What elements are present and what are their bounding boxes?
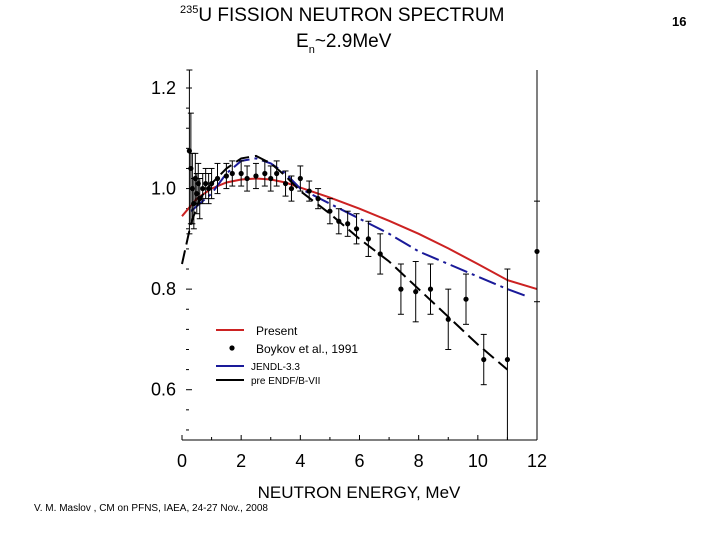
data-point [463,296,469,302]
series-present-line [181,177,538,291]
data-point [427,286,434,292]
x-tick-label: 2 [236,451,246,471]
data-points-layer [186,69,540,441]
data-point [288,185,295,192]
data-point [297,175,303,182]
data-point [398,286,404,292]
y-tick-label: 1.0 [151,179,176,199]
title-main: U FISSION NEUTRON SPECTRUM [198,5,505,26]
data-point [208,180,215,187]
legend-marker-boykov [229,345,235,351]
data-point [206,185,212,192]
data-point [445,316,451,322]
title-superscript: 235 [180,4,199,16]
subtitle-subscript: n [308,44,315,56]
data-point [244,175,250,182]
data-point [315,196,321,202]
data-point [229,170,235,177]
x-tick-label: 8 [414,451,424,471]
x-tick-label: 0 [177,451,187,471]
footer-credit: V. M. Maslov , CM on PFNS, IAEA, 24-27 N… [34,503,268,514]
x-tick-label: 10 [468,451,488,471]
data-point [268,175,274,182]
data-point [238,170,244,177]
data-point [197,196,203,202]
legend-label-boykov: Boykov et al., 1991 [256,342,358,356]
x-tick-label: 12 [527,451,547,471]
data-point [353,226,360,232]
data-point [274,170,280,177]
data-point [200,185,206,192]
page-number: 16 [672,14,687,29]
y-tick-label: 0.8 [151,279,176,299]
legend: Present Boykov et al., 1991 JENDL-3.3 pr… [216,324,358,387]
data-point [345,221,351,227]
data-point [214,175,221,182]
data-point [365,236,371,242]
x-axis-label: NEUTRON ENERGY, MeV [258,483,461,502]
data-point [327,208,333,214]
data-point [413,289,419,295]
chart-title: 235U FISSION NEUTRON SPECTRUM [180,4,505,27]
legend-label-present: Present [256,324,298,338]
data-point [282,180,289,187]
data-point [504,356,511,363]
subtitle-prefix: E [296,31,309,52]
data-point [203,180,209,187]
data-point [253,173,259,179]
chart-subtitle: En~2.9MeV [296,31,392,56]
y-tick-label: 1.2 [151,78,176,98]
legend-label-jendl: JENDL-3.3 [251,362,300,373]
x-axis-ticks: 0 2 4 6 8 10 12 [177,435,547,471]
data-point [377,251,383,257]
subtitle-suffix: ~2.9MeV [314,31,392,52]
legend-label-preendf: pre ENDF/B-VII [251,376,320,387]
data-point [306,188,312,194]
data-point [534,248,540,255]
data-point [336,218,342,224]
data-point [223,173,229,179]
y-axis-ticks: 0.6 0.8 1.0 1.2 [151,78,192,431]
data-point [481,356,487,363]
x-tick-label: 6 [354,451,364,471]
data-point [262,170,268,177]
x-tick-label: 4 [295,451,305,471]
y-tick-label: 0.6 [151,380,176,400]
series-pre-endf-b-vii-line [181,154,509,371]
